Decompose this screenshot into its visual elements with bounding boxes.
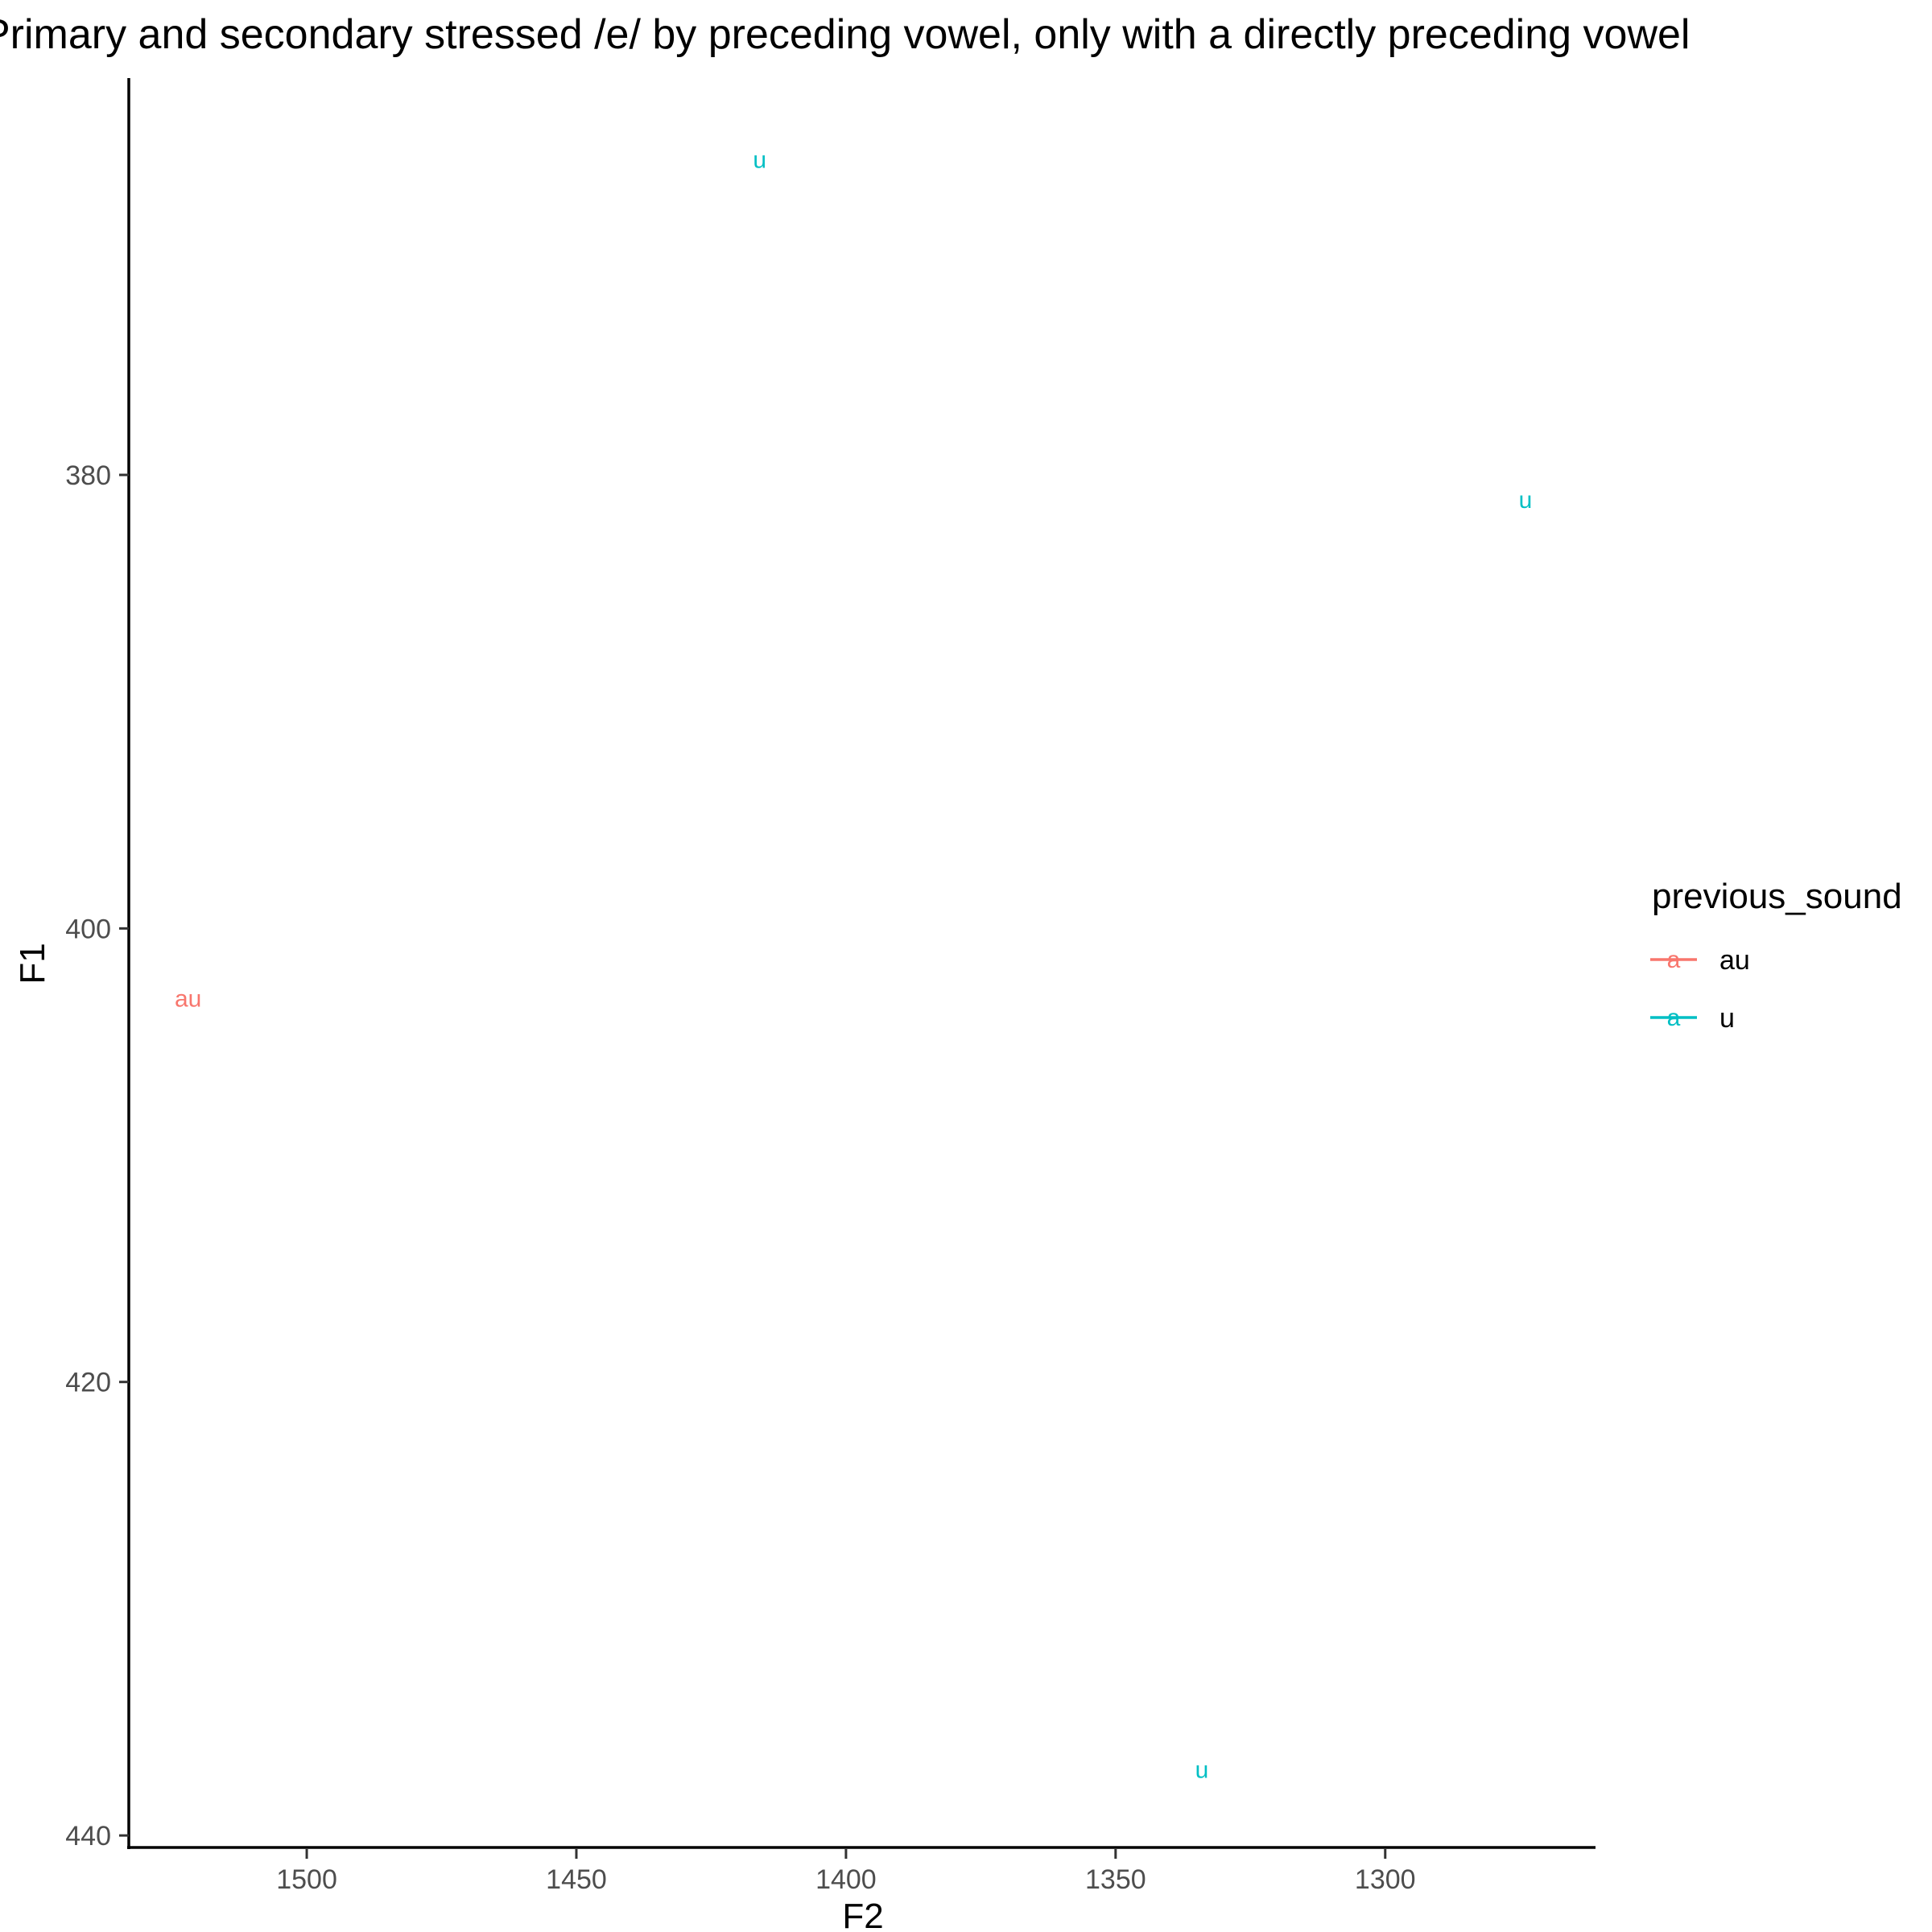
data-points: au u u u: [175, 147, 1532, 1783]
x-tick-label: 1300: [1355, 1864, 1416, 1895]
y-tick-label: 380: [65, 460, 111, 491]
legend: previous_sound a aua u: [1650, 877, 1902, 1034]
data-point-label: u: [753, 147, 766, 173]
legend-label: au: [1719, 945, 1750, 976]
x-tick-label: 1450: [546, 1864, 607, 1895]
x-tick-label: 1350: [1085, 1864, 1146, 1895]
legend-key-glyph: a: [1667, 1005, 1681, 1031]
legend-key-glyph: a: [1667, 947, 1681, 973]
y-tick-label: 400: [65, 914, 111, 944]
data-point-label: au: [175, 986, 201, 1013]
legend-entries: a aua u: [1650, 945, 1750, 1034]
legend-label: u: [1719, 1003, 1735, 1034]
y-tick-label: 440: [65, 1821, 111, 1852]
legend-title: previous_sound: [1652, 877, 1902, 916]
y-axis: 380 400 420 440: [65, 78, 130, 1852]
x-tick-label: 1400: [815, 1864, 877, 1895]
x-axis: 1500 1450 1400 1350 1300: [127, 1846, 1596, 1895]
x-tick-label: 1500: [276, 1864, 337, 1895]
y-axis-title: F1: [13, 943, 52, 984]
y-tick-label: 420: [65, 1368, 111, 1398]
data-point-label: u: [1519, 487, 1533, 514]
chart-title: Primary and secondary stressed /e/ by pr…: [0, 11, 1690, 58]
x-axis-title: F2: [842, 1897, 883, 1932]
data-point-label: u: [1195, 1757, 1209, 1783]
